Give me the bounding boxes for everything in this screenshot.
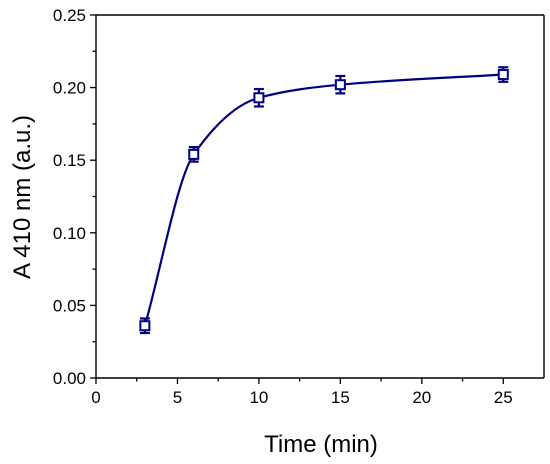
data-points [139,66,509,335]
ticks: 0 5 10 15 20 25 0.00 0.05 0.10 0.15 0.20 0.25 [53,6,513,407]
square-marker [188,148,200,160]
data-point [188,146,200,163]
data-point [497,66,509,83]
data-point [253,87,265,108]
x-tick-label: 25 [494,388,513,407]
x-tick-label: 20 [412,388,431,407]
axes [95,14,545,379]
y-tick-label: 0.20 [53,79,86,98]
fit-curve-group [143,73,504,327]
square-marker [497,69,509,81]
square-marker [334,79,346,91]
y-axis-title: A 410 nm (a.u.) [9,115,36,279]
fit-curve [143,73,504,327]
square-marker [139,320,151,332]
x-axis-title: Time (min) [264,431,378,458]
x-tick-label: 15 [331,388,350,407]
x-tick-label: 0 [91,388,100,407]
y-tick-label: 0.00 [53,369,86,388]
data-point [139,317,151,335]
y-tick-label: 0.15 [53,151,86,170]
y-tick-label: 0.25 [53,6,86,25]
data-point [334,74,346,95]
x-tick-label: 5 [173,388,182,407]
y-tick-label: 0.10 [53,224,86,243]
y-tick-label: 0.05 [53,296,86,315]
square-marker [253,92,265,104]
x-tick-label: 10 [249,388,268,407]
